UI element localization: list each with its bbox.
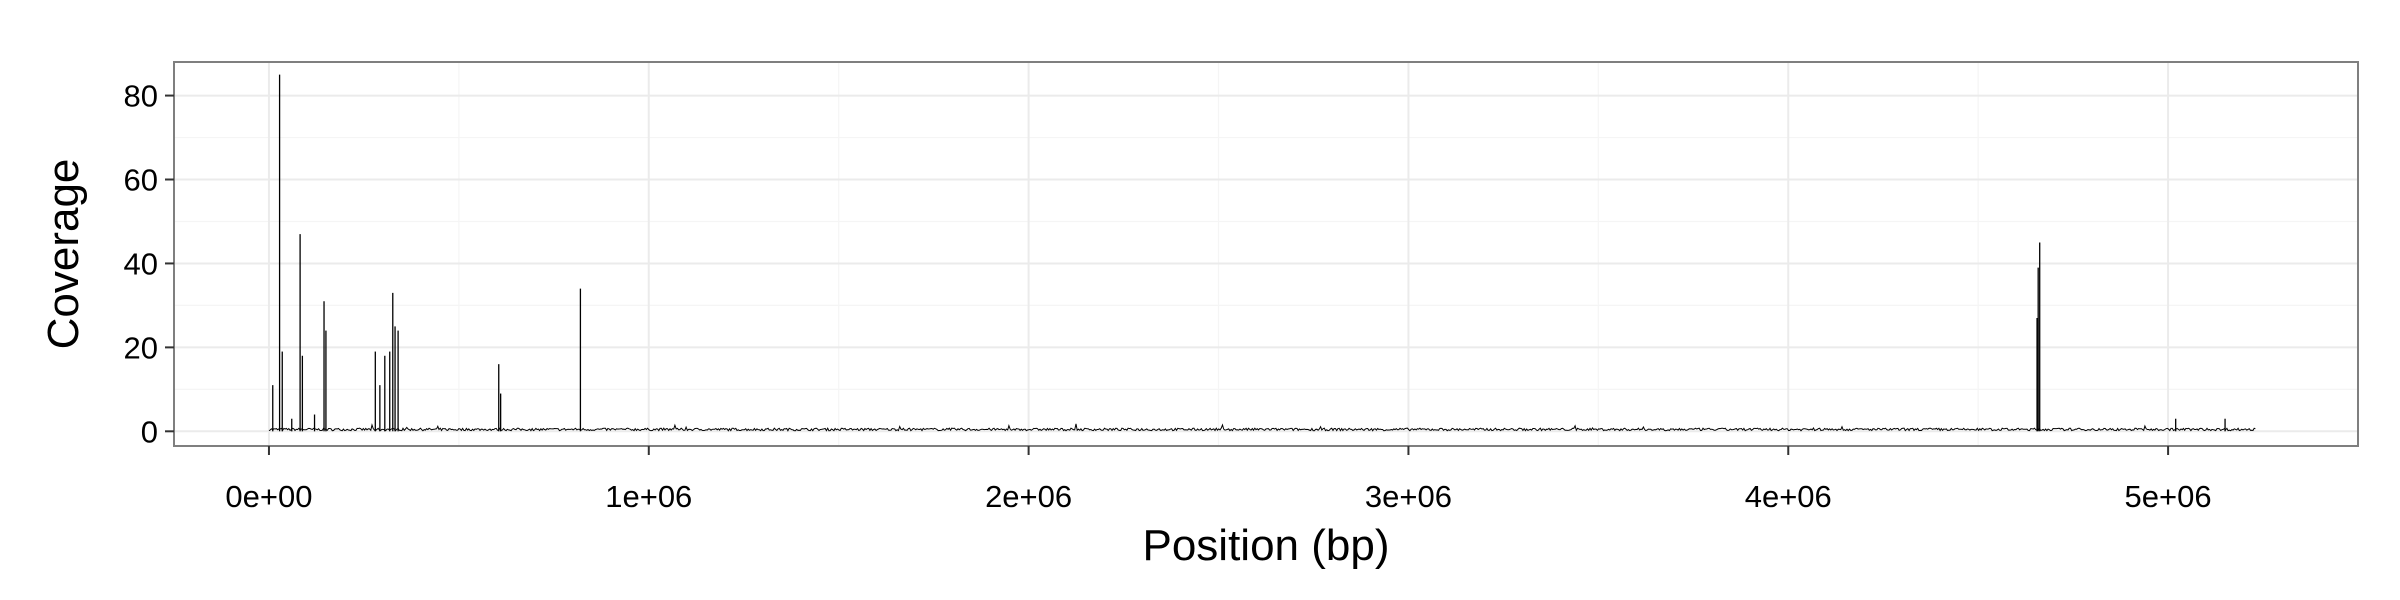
grid-lines [174,62,2358,446]
y-axis: 0 20 40 60 80 [124,79,174,449]
x-tick-label: 4e+06 [1745,479,1832,514]
plot-panel [174,62,2358,446]
x-axis: 0e+00 1e+06 2e+06 3e+06 4e+06 5e+06 [225,446,2212,514]
x-tick-label: 1e+06 [605,479,692,514]
y-tick-label: 20 [124,330,158,365]
y-tick-label: 60 [124,163,158,198]
x-tick-label: 0e+00 [225,479,312,514]
panel-border [173,61,2359,447]
x-tick-label: 2e+06 [985,479,1072,514]
x-tick-label: 5e+06 [2125,479,2212,514]
y-tick-label: 0 [141,414,158,449]
y-tick-label: 40 [124,246,158,281]
coverage-series [268,74,2256,432]
x-axis-title: Position (bp) [1142,521,1389,570]
x-tick-label: 3e+06 [1365,479,1452,514]
y-tick-label: 80 [124,79,158,114]
coverage-baseline [268,423,2256,432]
y-axis-title: Coverage [39,159,88,350]
